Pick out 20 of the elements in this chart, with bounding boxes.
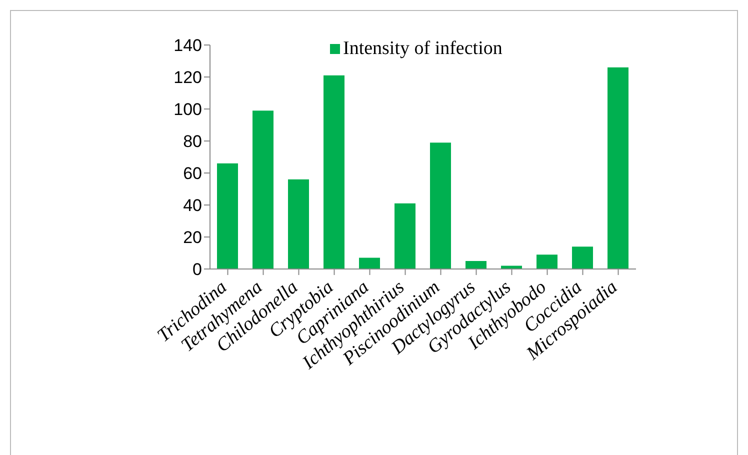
y-tick-label: 20 <box>183 228 202 248</box>
bar <box>359 258 380 269</box>
bar <box>608 67 628 269</box>
y-tick-label: 80 <box>183 132 202 152</box>
bar <box>430 142 451 269</box>
bar <box>288 179 309 269</box>
bar <box>394 203 416 269</box>
legend-label: Intensity of infection <box>343 38 502 60</box>
bar <box>572 246 593 269</box>
bar <box>217 163 238 269</box>
bar <box>252 110 274 269</box>
bar <box>324 75 344 269</box>
y-tick-label: 0 <box>192 260 202 280</box>
bar <box>536 254 558 269</box>
y-tick-label: 40 <box>183 196 202 216</box>
bar <box>466 261 486 269</box>
y-tick-label: 140 <box>174 36 202 56</box>
y-tick-label: 100 <box>174 100 202 120</box>
y-tick-label: 120 <box>174 68 202 88</box>
y-tick-label: 60 <box>183 164 202 184</box>
